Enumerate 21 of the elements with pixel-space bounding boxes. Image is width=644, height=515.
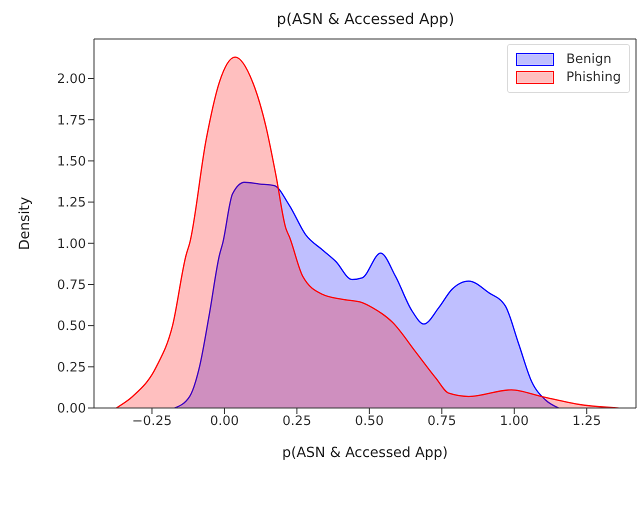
x-tick-label: −0.25 bbox=[132, 414, 172, 430]
x-tick-label: 0.50 bbox=[354, 414, 384, 430]
y-tick-label: 1.25 bbox=[57, 196, 86, 211]
y-tick-label: 1.00 bbox=[57, 236, 86, 252]
y-tick-label: 0.50 bbox=[57, 319, 86, 334]
y-tick-label: 0.00 bbox=[57, 402, 86, 417]
legend-label: Benign bbox=[566, 52, 612, 67]
y-tick-label: 0.75 bbox=[57, 278, 86, 294]
x-tick-label: 1.00 bbox=[500, 414, 529, 430]
y-tick-label: 2.00 bbox=[57, 72, 86, 88]
chart-title: p(ASN & Accessed App) bbox=[276, 10, 456, 28]
y-tick-label: 1.50 bbox=[57, 154, 86, 170]
y-axis-title: Density bbox=[16, 196, 33, 250]
x-tick-label: 0.00 bbox=[210, 414, 239, 430]
y-tick-label: 0.25 bbox=[57, 360, 86, 376]
x-tick-label: 1.25 bbox=[572, 414, 602, 430]
x-axis-title: p(ASN & Accessed App) bbox=[282, 445, 448, 461]
x-tick-label: 0.75 bbox=[427, 414, 456, 430]
x-tick-label: 0.25 bbox=[282, 414, 312, 430]
legend-label: Phishing bbox=[566, 70, 621, 85]
y-tick-label: 1.75 bbox=[57, 113, 86, 128]
